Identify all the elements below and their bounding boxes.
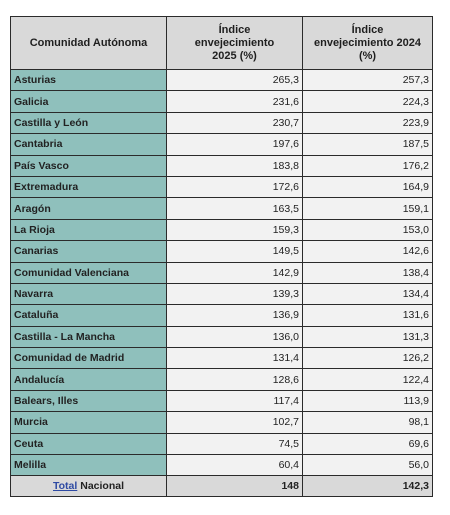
total-word: Total bbox=[53, 480, 78, 493]
index-2024-value: 69,6 bbox=[302, 432, 433, 456]
header-index-2025: Índice envejecimiento 2025 (%) bbox=[166, 16, 303, 70]
header-community: Comunidad Autónoma bbox=[10, 16, 167, 70]
index-2025-value: 149,5 bbox=[166, 240, 303, 263]
index-2024-value: 126,2 bbox=[302, 347, 433, 370]
index-2025-value: 231,6 bbox=[166, 90, 303, 113]
index-2025-value: 183,8 bbox=[166, 154, 303, 177]
table-row: Castilla - La Mancha 136,0 131,3 bbox=[10, 325, 433, 349]
index-2024-value: 138,4 bbox=[302, 261, 433, 284]
table-row: Canarias 149,5 142,6 bbox=[10, 240, 433, 263]
index-2025-value: 60,4 bbox=[166, 454, 303, 477]
community-name: Melilla bbox=[10, 454, 167, 477]
community-name: Galicia bbox=[10, 90, 167, 113]
community-name: Comunidad Valenciana bbox=[10, 261, 167, 284]
index-2024-value: 224,3 bbox=[302, 90, 433, 113]
index-2025-value: 159,3 bbox=[166, 218, 303, 242]
index-2025-value: 172,6 bbox=[166, 175, 303, 199]
table-row: País Vasco 183,8 176,2 bbox=[10, 154, 433, 177]
index-2025-value: 131,4 bbox=[166, 347, 303, 370]
index-2025-value: 142,9 bbox=[166, 261, 303, 284]
index-2025-value: 136,9 bbox=[166, 304, 303, 327]
index-2024-value: 153,0 bbox=[302, 218, 433, 242]
index-2025-value: 74,5 bbox=[166, 432, 303, 456]
header-2024-line-3: (%) bbox=[358, 49, 377, 62]
header-2024-line-1: Índice bbox=[351, 23, 384, 36]
community-name: Extremadura bbox=[10, 175, 167, 199]
community-name: Ceuta bbox=[10, 432, 167, 456]
total-label: Total Nacional bbox=[10, 475, 167, 498]
community-name: Canarias bbox=[10, 240, 167, 263]
index-2025-value: 197,6 bbox=[166, 133, 303, 156]
community-name: Cataluña bbox=[10, 304, 167, 327]
table-row: Murcia 102,7 98,1 bbox=[10, 411, 433, 434]
index-2024-value: 131,3 bbox=[302, 325, 433, 349]
index-2025-value: 117,4 bbox=[166, 389, 303, 413]
index-2024-value: 113,9 bbox=[302, 389, 433, 413]
table-row: La Rioja 159,3 153,0 bbox=[10, 218, 433, 242]
table-row: Navarra 139,3 134,4 bbox=[10, 282, 433, 306]
header-2025-line-2: envejecimiento bbox=[194, 36, 275, 49]
index-2024-value: 257,3 bbox=[302, 68, 433, 92]
total-value-2025: 148 bbox=[166, 475, 303, 498]
header-index-2024: Índice envejecimiento 2024 (%) bbox=[302, 16, 433, 70]
table-row: Galicia 231,6 224,3 bbox=[10, 90, 433, 113]
community-name: Castilla y León bbox=[10, 111, 167, 135]
header-2025-line-1: Índice bbox=[218, 23, 251, 36]
index-2024-value: 122,4 bbox=[302, 368, 433, 391]
index-2024-value: 142,6 bbox=[302, 240, 433, 263]
index-2025-value: 139,3 bbox=[166, 282, 303, 306]
table-row: Asturias 265,3 257,3 bbox=[10, 68, 433, 92]
index-2024-value: 176,2 bbox=[302, 154, 433, 177]
total-value-2024: 142,3 bbox=[302, 475, 433, 498]
table-row: Andalucía 128,6 122,4 bbox=[10, 368, 433, 391]
header-2025-line-3: 2025 (%) bbox=[212, 49, 257, 62]
header-2024-line-2: envejecimiento 2024 bbox=[313, 36, 421, 49]
index-2024-value: 223,9 bbox=[302, 111, 433, 135]
index-2025-value: 102,7 bbox=[166, 411, 303, 434]
community-name: País Vasco bbox=[10, 154, 167, 177]
index-2025-value: 230,7 bbox=[166, 111, 303, 135]
index-2025-value: 128,6 bbox=[166, 368, 303, 391]
table-row: Comunidad de Madrid 131,4 126,2 bbox=[10, 347, 433, 370]
table-row: Cantabria 197,6 187,5 bbox=[10, 133, 433, 156]
table-row: Castilla y León 230,7 223,9 bbox=[10, 111, 433, 135]
community-name: Asturias bbox=[10, 68, 167, 92]
table-row: Extremadura 172,6 164,9 bbox=[10, 175, 433, 199]
index-2025-value: 136,0 bbox=[166, 325, 303, 349]
table-row: Comunidad Valenciana 142,9 138,4 bbox=[10, 261, 433, 284]
community-name: Comunidad de Madrid bbox=[10, 347, 167, 370]
index-2024-value: 98,1 bbox=[302, 411, 433, 434]
index-2024-value: 56,0 bbox=[302, 454, 433, 477]
community-name: Navarra bbox=[10, 282, 167, 306]
table-row: Cataluña 136,9 131,6 bbox=[10, 304, 433, 327]
index-2024-value: 159,1 bbox=[302, 197, 433, 220]
index-2024-value: 131,6 bbox=[302, 304, 433, 327]
index-2024-value: 134,4 bbox=[302, 282, 433, 306]
table-row: Ceuta 74,5 69,6 bbox=[10, 432, 433, 456]
total-row: Total Nacional 148 142,3 bbox=[10, 475, 433, 498]
community-name: Andalucía bbox=[10, 368, 167, 391]
community-name: Balears, Illes bbox=[10, 389, 167, 413]
community-name: Cantabria bbox=[10, 133, 167, 156]
header-community-label: Comunidad Autónoma bbox=[29, 36, 148, 49]
community-name: Castilla - La Mancha bbox=[10, 325, 167, 349]
index-2024-value: 187,5 bbox=[302, 133, 433, 156]
table-row: Aragón 163,5 159,1 bbox=[10, 197, 433, 220]
total-rest: Nacional bbox=[77, 480, 124, 493]
community-name: La Rioja bbox=[10, 218, 167, 242]
index-2025-value: 265,3 bbox=[166, 68, 303, 92]
community-name: Murcia bbox=[10, 411, 167, 434]
community-name: Aragón bbox=[10, 197, 167, 220]
index-2025-value: 163,5 bbox=[166, 197, 303, 220]
aging-index-table: Comunidad Autónoma Índice envejecimiento… bbox=[10, 16, 433, 498]
table-row: Balears, Illes 117,4 113,9 bbox=[10, 389, 433, 413]
header-row: Comunidad Autónoma Índice envejecimiento… bbox=[10, 16, 433, 70]
index-2024-value: 164,9 bbox=[302, 175, 433, 199]
table-row: Melilla 60,4 56,0 bbox=[10, 454, 433, 477]
